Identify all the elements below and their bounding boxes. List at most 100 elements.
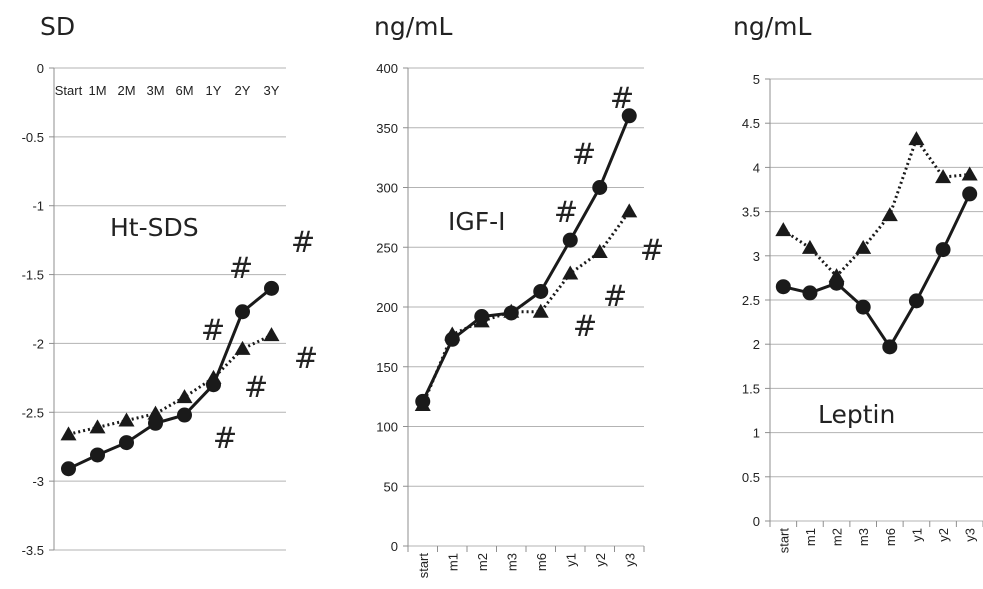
data-point-circle	[235, 304, 250, 320]
y-tick-label: -2	[32, 336, 44, 351]
series-solid-circles	[415, 108, 637, 409]
y-tick-label: 0.5	[742, 470, 760, 485]
y-tick-label: 200	[376, 300, 398, 315]
series-solid-circles	[61, 280, 279, 477]
y-tick-label: -2.5	[22, 405, 44, 420]
y-unit-label: ng/mL	[733, 12, 811, 41]
x-tick-label: m1	[803, 528, 818, 546]
y-unit-label: SD	[40, 12, 75, 41]
significance-mark: #	[229, 251, 253, 285]
significance-mark: #	[201, 313, 225, 347]
x-tick-label: m2	[475, 553, 490, 571]
data-point-triangle	[562, 265, 579, 280]
significance-markers: ######	[201, 225, 318, 455]
x-tick-labels: Start 1M 2M 3M 6M 1Y 2Y 3Y	[55, 83, 280, 98]
x-tick-label: y2	[936, 528, 951, 542]
x-tick-label: m3	[856, 528, 871, 546]
data-point-triangle	[234, 340, 251, 355]
x-tick-label: y3	[622, 553, 637, 567]
x-tick-label: 1Y	[206, 83, 222, 98]
data-point-triangle	[591, 244, 608, 259]
data-point-circle	[855, 299, 871, 315]
y-tick-label: 2.5	[742, 293, 760, 308]
data-point-circle	[444, 331, 460, 347]
data-point-triangle	[89, 419, 106, 434]
y-tick-labels: 0 -0.5 -1 -1.5 -2 -2.5 -3 -3.5	[22, 61, 44, 558]
x-tick-label: start	[416, 553, 431, 579]
x-tick-label: m6	[883, 528, 898, 546]
y-tick-label: 50	[384, 479, 398, 494]
x-tick-label: m3	[504, 553, 519, 571]
x-tick-label: m6	[534, 553, 549, 571]
y-tick-label: 0	[37, 61, 44, 76]
significance-markers: ######	[554, 81, 664, 343]
y-tick-label: 3.5	[742, 205, 760, 220]
data-point-circle	[533, 283, 549, 299]
y-tick-label: 2	[753, 337, 760, 352]
x-tick-label: y2	[593, 553, 608, 567]
significance-mark: #	[244, 370, 268, 404]
y-tick-label: 150	[376, 360, 398, 375]
gridlines	[765, 78, 983, 522]
data-point-circle	[621, 108, 637, 124]
x-tick-label: m1	[445, 553, 460, 571]
significance-mark: #	[294, 341, 318, 375]
y-tick-label: 3	[753, 249, 760, 264]
x-tick-labels: start m1 m2 m3 m6 y1 y2 y3	[416, 553, 638, 579]
data-point-circle	[908, 293, 924, 309]
data-point-triangle	[961, 166, 978, 181]
series-line	[782, 193, 972, 350]
series-line	[421, 210, 631, 406]
series-solid-circles	[775, 186, 978, 355]
y-tick-label: -3	[32, 474, 44, 489]
panel-igf-i: ng/mL IGF-I 400 350 300 250 200 150 100 50 0 star…	[374, 12, 664, 578]
significance-mark: #	[640, 233, 664, 267]
y-tick-label: 300	[376, 181, 398, 196]
y-tick-label: 1	[753, 426, 760, 441]
data-point-circle	[90, 447, 105, 463]
data-point-triangle	[532, 303, 549, 318]
x-tick-labels: start m1 m2 m3 m6 y1 y2 y3	[776, 528, 977, 554]
data-point-triangle	[881, 207, 898, 222]
significance-mark: #	[573, 309, 597, 343]
data-point-triangle	[775, 222, 792, 237]
data-point-triangle	[621, 203, 638, 218]
x-tick-label: Start	[55, 83, 83, 98]
y-tick-label: 4	[753, 160, 760, 175]
y-tick-label: -3.5	[22, 543, 44, 558]
y-tick-label: 250	[376, 240, 398, 255]
significance-mark: #	[572, 137, 596, 171]
data-point-circle	[802, 285, 818, 301]
y-tick-label: 0	[391, 539, 398, 554]
x-tick-label: start	[776, 528, 791, 554]
y-tick-labels: 400 350 300 250 200 150 100 50 0	[376, 61, 398, 554]
x-tick-label: 6M	[175, 83, 193, 98]
x-tick-label: y1	[909, 528, 924, 542]
data-point-triangle	[118, 412, 135, 427]
data-point-triangle	[801, 239, 818, 254]
x-tick-label: 2Y	[235, 83, 251, 98]
data-point-circle	[882, 339, 898, 355]
y-tick-label: 0	[753, 514, 760, 529]
data-point-circle	[119, 435, 134, 451]
x-tick-label: m2	[830, 528, 845, 546]
data-point-circle	[829, 275, 845, 291]
data-point-circle	[264, 280, 279, 296]
y-tick-label: 1.5	[742, 381, 760, 396]
data-point-circle	[592, 180, 608, 195]
data-point-circle	[474, 309, 490, 325]
x-tick-label: 1M	[88, 83, 106, 98]
data-point-circle	[415, 393, 431, 409]
panel-ht-sds: SD Ht-SDS 0 -0.5 -1 -1.5 -2 -2.5 -3 -3.5 Start 1M…	[22, 12, 319, 558]
x-tick-label: y3	[963, 528, 978, 542]
series-line	[421, 115, 631, 403]
data-point-circle	[61, 461, 76, 477]
data-point-triangle	[855, 239, 872, 254]
data-point-circle	[775, 279, 791, 295]
data-point-circle	[503, 305, 519, 321]
y-tick-label: -0.5	[22, 130, 44, 145]
series-dotted-triangles	[775, 131, 978, 283]
gridlines	[49, 67, 286, 551]
